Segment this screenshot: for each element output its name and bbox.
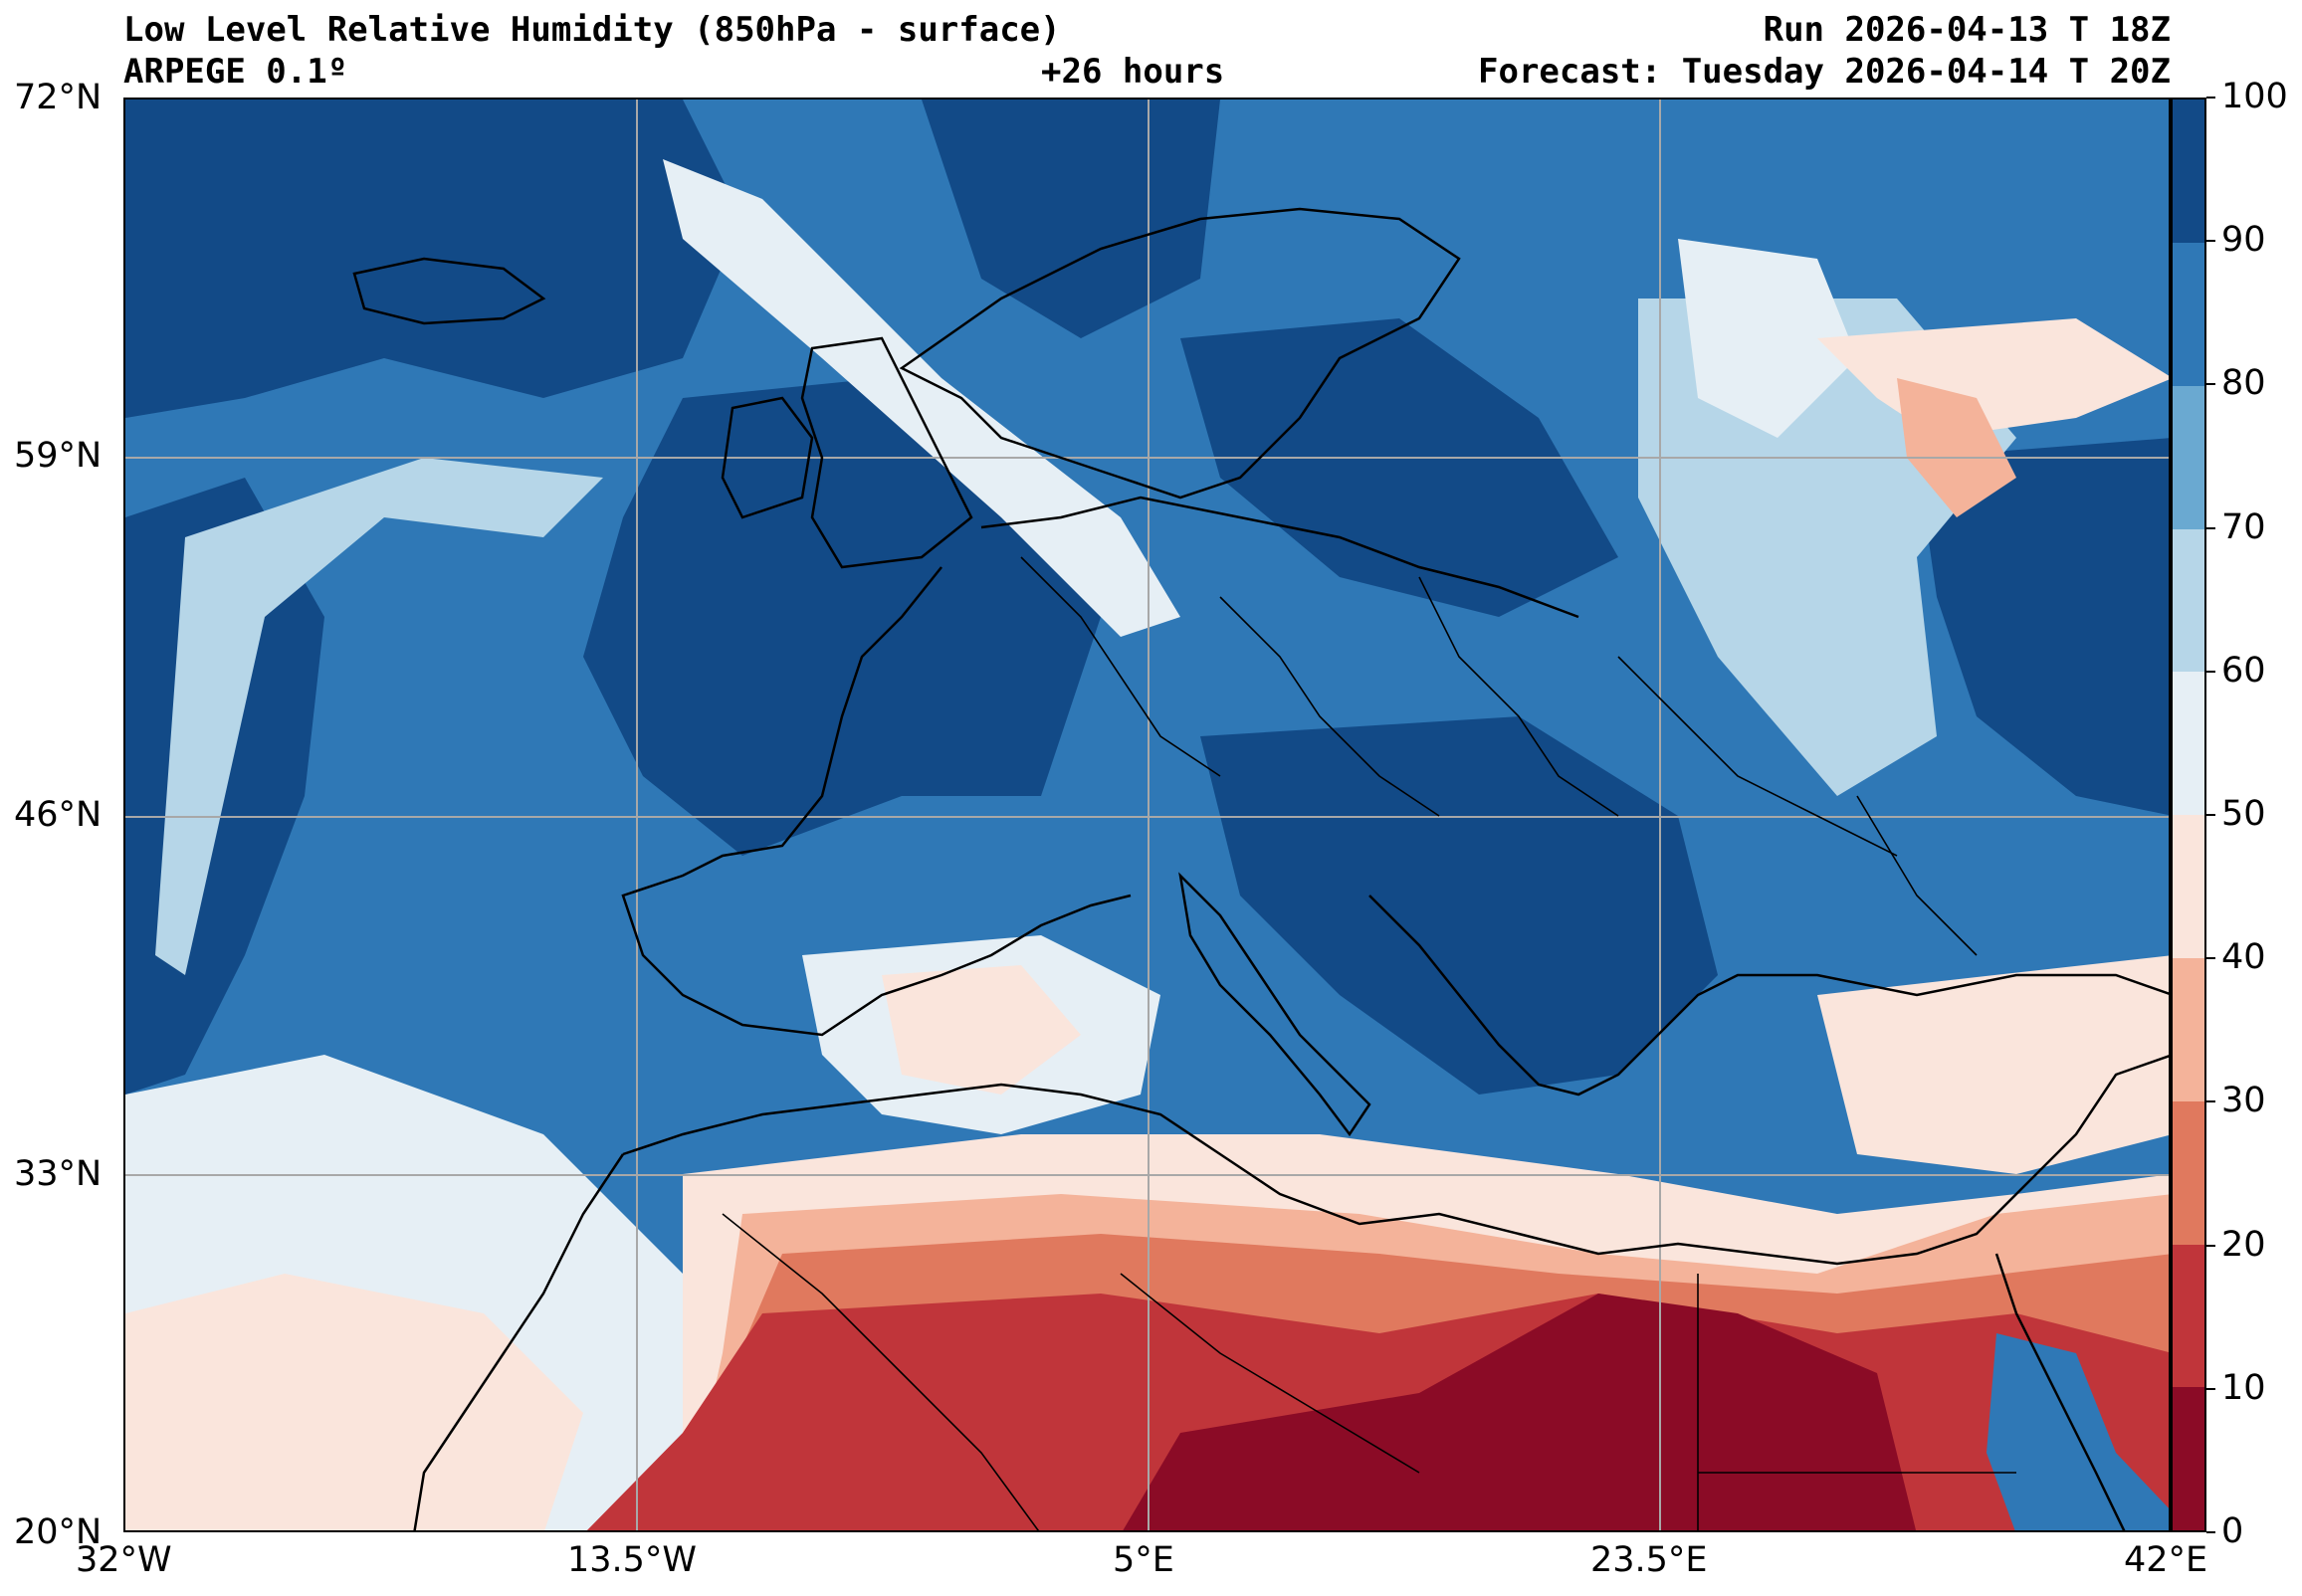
dry-area-sahara-core [1123, 1294, 1917, 1530]
colorbar-tick [2206, 1100, 2215, 1103]
lat-label-59: 59°N [14, 436, 103, 476]
lon-label-42e: 42°E [2124, 1540, 2208, 1580]
colorbar-tick [2206, 670, 2215, 673]
colorbar-tick [2206, 957, 2215, 960]
colorbar-tick [2206, 383, 2215, 386]
colorbar-tick-label: 50 [2221, 794, 2266, 834]
lead-time-label: +26 hours [1041, 52, 1225, 92]
colorbar-tick [2206, 1244, 2215, 1247]
lat-label-72: 72°N [14, 78, 103, 117]
border-6 [1120, 1273, 1420, 1474]
coastlines [352, 207, 2169, 1530]
humidity-field [125, 100, 2169, 1530]
coastline-europe-north [980, 496, 1579, 619]
moist-area-red-sea [1987, 1333, 2169, 1530]
colorbar-segment [2173, 672, 2204, 816]
colorbar-tick-label: 30 [2221, 1081, 2266, 1121]
colorbar-tick-label: 20 [2221, 1224, 2266, 1265]
humidity-map [123, 98, 2171, 1532]
colorbar-tick-label: 70 [2221, 506, 2266, 547]
forecast-label: Forecast: Tuesday 2026-04-14 T 20Z [1478, 52, 2171, 92]
colorbar-tick [2206, 526, 2215, 529]
colorbar-tick [2206, 1387, 2215, 1390]
border-2 [1219, 596, 1440, 817]
gridlines [125, 100, 2169, 1530]
coastline-iceland [352, 257, 546, 325]
border-5 [722, 1213, 1040, 1530]
colorbar-tick-label: 40 [2221, 937, 2266, 978]
dry-area-southwest-ocean-2 [125, 1274, 583, 1530]
moist-area-north [922, 100, 1220, 338]
border-1 [1020, 556, 1221, 777]
dry-patch-1 [1897, 378, 2016, 517]
moist-area-russia [1917, 438, 2169, 816]
colorbar-segment [2173, 385, 2204, 529]
coastline-britain [800, 336, 973, 569]
colorbar-segment [2173, 1387, 2204, 1530]
colorbar-segment [2173, 957, 2204, 1101]
colorbar [2171, 98, 2206, 1532]
lat-label-33: 33°N [14, 1154, 103, 1194]
model-label: ARPEGE 0.1º [123, 52, 348, 92]
colorbar-tick [2206, 1531, 2215, 1533]
map-title: Low Level Relative Humidity (850hPa - su… [123, 10, 1061, 50]
dry-area-turkey [1817, 955, 2169, 1174]
coastline-red-sea [1994, 1253, 2126, 1530]
moist-area-uk [583, 378, 1101, 856]
colorbar-tick-label: 80 [2221, 363, 2266, 404]
colorbar-tick-label: 60 [2221, 650, 2266, 691]
colorbar-tick [2206, 240, 2215, 243]
borders [722, 556, 2016, 1530]
colorbar-tick-label: 100 [2221, 77, 2288, 116]
lon-label-13-5w: 13.5°W [567, 1540, 698, 1580]
lat-label-46: 46°N [14, 795, 103, 835]
colorbar-segment [2173, 1100, 2204, 1245]
border-9 [1856, 795, 1978, 956]
coastline-north-africa [622, 1055, 2169, 1266]
colorbar-tick [2206, 814, 2215, 816]
colorbar-tick-label: 10 [2221, 1367, 2266, 1408]
lat-label-20: 20°N [14, 1512, 103, 1552]
lon-label-23-5e: 23.5°E [1590, 1540, 1708, 1580]
colorbar-tick [2206, 97, 2215, 99]
coastline-balkans [1368, 895, 2169, 1097]
border-4 [1617, 656, 1898, 857]
run-label: Run 2026-04-13 T 18Z [1763, 10, 2171, 50]
moist-area-scandinavia [1180, 318, 1618, 617]
lon-label-32w: 32°W [76, 1540, 172, 1580]
coastline-italy [1178, 872, 1371, 1137]
colorbar-tick-label: 90 [2221, 220, 2266, 261]
colorbar-segment [2173, 815, 2204, 958]
colorbar-tick-label: 0 [2221, 1511, 2244, 1551]
dry-band-west [155, 458, 603, 975]
dry-band-balkans [1678, 239, 1857, 438]
coastline-west-africa [413, 1153, 625, 1530]
colorbar-segment [2173, 528, 2204, 673]
lon-label-5e: 5°E [1113, 1540, 1174, 1580]
colorbar-segment [2173, 242, 2204, 386]
coastline-ireland [721, 396, 814, 519]
colorbar-segment [2173, 1244, 2204, 1388]
moist-area-central-europe [1200, 716, 1718, 1095]
coastline-france-spain [621, 566, 1132, 1037]
coastline-scandinavia [899, 207, 1461, 499]
border-3 [1418, 576, 1619, 817]
dry-patch-spain [882, 965, 1081, 1095]
colorbar-segment [2173, 100, 2204, 243]
